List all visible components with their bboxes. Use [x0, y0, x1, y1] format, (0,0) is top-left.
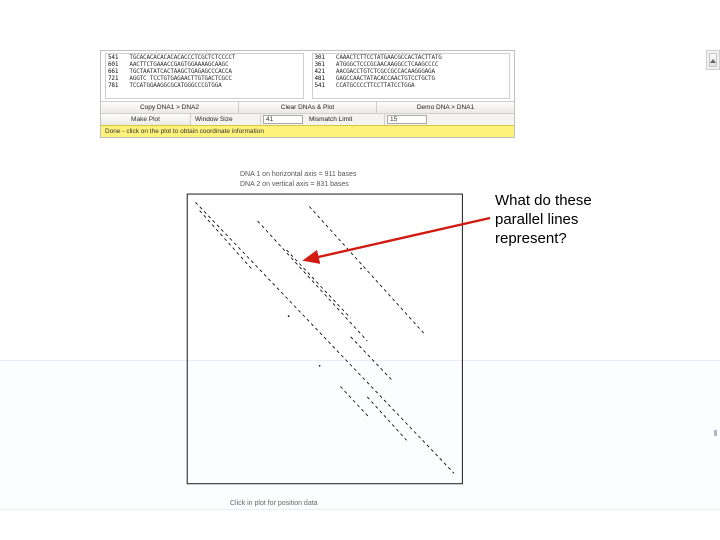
vertical-scrollbar[interactable]	[706, 50, 720, 70]
button-row-1: Copy DNA1 > DNA2 Clear DNAs & Plot Demo …	[101, 101, 514, 113]
diagonal-segment	[367, 397, 406, 440]
dot	[360, 268, 362, 270]
plot-label-dna2: DNA 2 on vertical axis = 831 bases	[240, 180, 356, 190]
plot-label-dna1: DNA 1 on horizontal axis = 911 bases	[240, 170, 356, 180]
sequence-area: 541 TGCACACACACACACACCCTCGCTCTCCCCT601 A…	[101, 51, 514, 101]
chevron-up-icon	[710, 59, 716, 63]
dot	[319, 365, 321, 367]
dotplot-svg[interactable]	[180, 192, 480, 492]
question-callout: What do these parallel lines represent?	[495, 192, 640, 248]
dna2-textarea[interactable]: 301 CAAACTCTTCCTATGAACGCCACTACTTATG361 A…	[312, 53, 511, 99]
diagonal-segment	[351, 337, 392, 380]
make-plot-button[interactable]: Make Plot	[101, 114, 191, 125]
question-line-1: What do these	[495, 192, 640, 211]
mismatch-limit-label: Mismatch Limit	[305, 114, 385, 125]
window-size-input[interactable]: 41	[263, 115, 303, 124]
diagonal-segment	[340, 386, 369, 417]
dotplot-container: DNA 1 on horizontal axis = 911 bases DNA…	[180, 170, 500, 520]
diagonal-segment	[258, 221, 368, 341]
clear-dnas-button[interactable]: Clear DNAs & Plot	[239, 102, 377, 113]
diagonal-segment	[287, 250, 351, 318]
window-size-label: Window Size	[191, 114, 261, 125]
question-line-2: parallel lines	[495, 211, 640, 230]
plot-footer-hint: Click in plot for position data	[230, 500, 318, 507]
dot	[288, 315, 290, 317]
question-line-3: represent?	[495, 230, 640, 249]
diagonal-segment	[200, 211, 252, 269]
diagonal-segment	[196, 202, 455, 473]
scroll-position-indicator	[714, 430, 717, 436]
status-bar: Done - click on the plot to obtain coord…	[101, 125, 514, 137]
diagonal-segment	[309, 206, 425, 334]
control-row: Make Plot Window Size 41 Mismatch Limit …	[101, 113, 514, 125]
scrollbar-up-button[interactable]	[709, 53, 717, 67]
dna1-textarea[interactable]: 541 TGCACACACACACACACCCTCGCTCTCCCCT601 A…	[105, 53, 304, 99]
plot-axis-labels: DNA 1 on horizontal axis = 911 bases DNA…	[240, 170, 356, 190]
dotplot-app-panel: 541 TGCACACACACACACACCCTCGCTCTCCCCT601 A…	[100, 50, 515, 138]
demo-dna-button[interactable]: Demo DNA > DNA1	[377, 102, 514, 113]
copy-dna1-to-dna2-button[interactable]: Copy DNA1 > DNA2	[101, 102, 239, 113]
mismatch-limit-input[interactable]: 15	[387, 115, 427, 124]
